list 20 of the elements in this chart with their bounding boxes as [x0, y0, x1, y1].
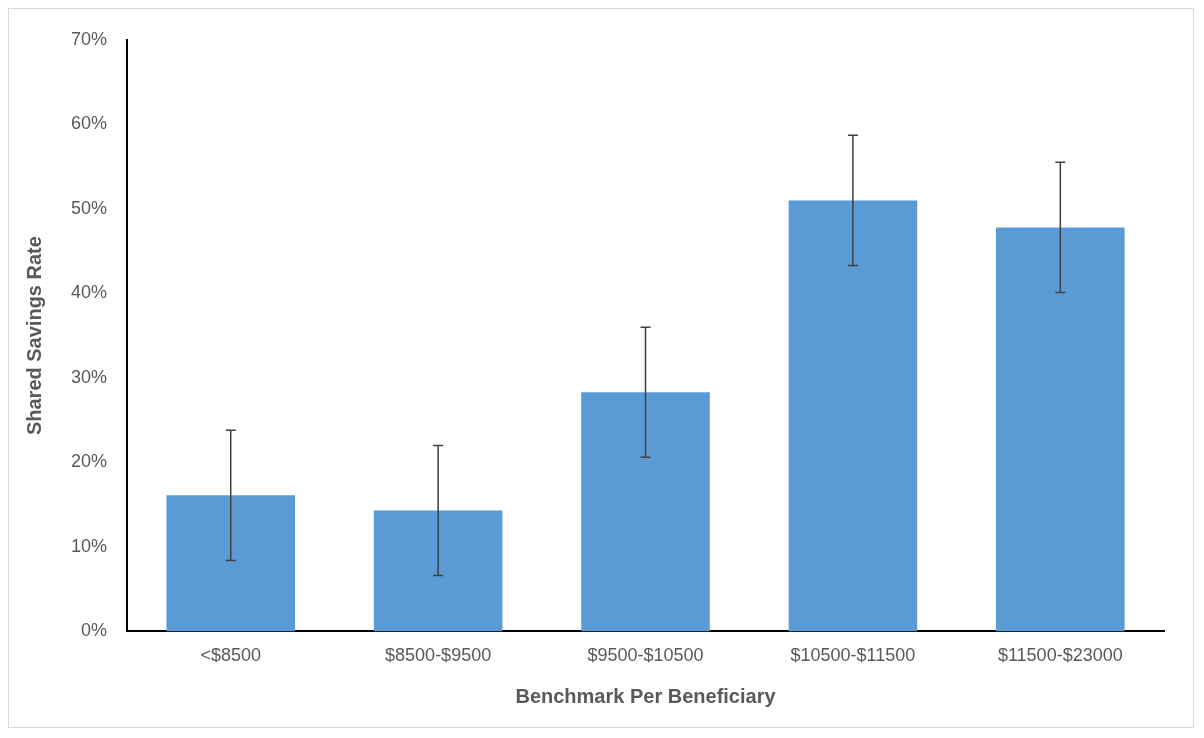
x-tick-label: $10500-$11500 [790, 645, 916, 666]
x-tick-label: $9500-$10500 [587, 645, 704, 666]
bar [996, 227, 1125, 632]
bar [166, 495, 296, 632]
y-axis-title: Shared Savings Rate [22, 236, 45, 436]
bar [373, 510, 503, 632]
y-tick-label: 0% [81, 620, 108, 641]
y-tick-label: 30% [71, 366, 108, 387]
y-tick-label: 60% [71, 113, 108, 134]
y-tick-label: 50% [71, 197, 108, 218]
bar [788, 200, 918, 632]
x-axis-title: Benchmark Per Beneficiary [515, 684, 777, 707]
x-tick-label: $8500-$9500 [385, 645, 492, 666]
y-tick-label: 40% [71, 282, 108, 303]
x-tick-label: <$8500 [200, 645, 262, 666]
x-tick-label: $11500-$23000 [997, 645, 1123, 666]
y-tick-label: 70% [71, 28, 108, 49]
y-tick-label: 20% [71, 451, 108, 472]
y-tick-label: 10% [71, 535, 108, 556]
bar [581, 392, 710, 632]
